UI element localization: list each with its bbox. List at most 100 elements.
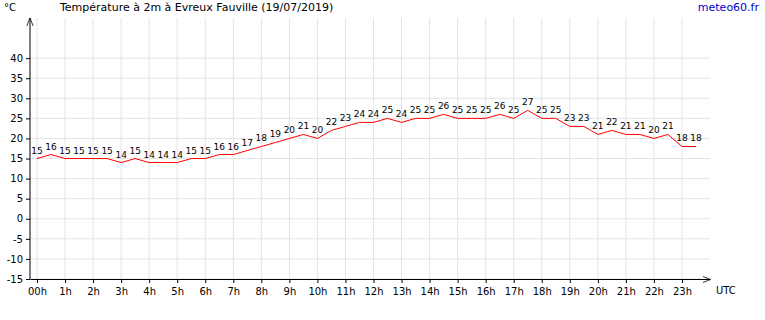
y-tick: -15 — [7, 274, 30, 285]
grid-line — [653, 18, 654, 279]
x-tick-mark — [682, 279, 683, 283]
y-tick-mark — [26, 239, 30, 240]
data-label: 25 — [536, 105, 547, 115]
y-axis-title: °C — [4, 2, 16, 13]
y-tick-mark — [26, 279, 30, 280]
x-tick: 13h — [393, 279, 412, 297]
grid-line — [30, 258, 710, 259]
series-group — [37, 110, 696, 162]
x-tick-mark — [458, 279, 459, 283]
x-tick: 4h — [143, 279, 156, 297]
x-tick: 10h — [308, 279, 327, 297]
title: Température à 2m à Evreux Fauville (19/0… — [59, 1, 333, 14]
x-tick-label: 18h — [533, 286, 552, 297]
x-tick-mark — [233, 279, 234, 283]
x-tick: 5h — [171, 279, 184, 297]
data-label: 14 — [171, 150, 183, 160]
grid-line — [30, 58, 710, 59]
data-label: 25 — [410, 105, 421, 115]
y-tick-mark — [26, 179, 30, 180]
data-label: 23 — [564, 113, 575, 123]
x-tick: 18h — [533, 279, 552, 297]
y-tick-label: -5 — [13, 234, 23, 245]
x-tick: 3h — [115, 279, 128, 297]
data-label: 16 — [45, 142, 57, 152]
grid-line — [261, 18, 262, 279]
grid-line — [373, 18, 374, 279]
data-label: 22 — [606, 117, 617, 127]
data-label: 26 — [494, 101, 506, 111]
y-tick: 35 — [10, 73, 30, 84]
y-tick-label: 20 — [10, 133, 23, 144]
x-tick: 2h — [87, 279, 100, 297]
data-label: 25 — [424, 105, 435, 115]
x-tick-label: 12h — [364, 286, 383, 297]
x-tick-mark — [205, 279, 206, 283]
y-tick-mark — [26, 138, 30, 139]
data-label: 25 — [480, 105, 491, 115]
x-tick: 16h — [477, 279, 496, 297]
grid-line — [177, 18, 178, 279]
x-tick-mark — [37, 279, 38, 283]
grid-line — [625, 18, 626, 279]
y-tick-mark — [26, 98, 30, 99]
x-tick-label: 16h — [477, 286, 496, 297]
data-label: 24 — [396, 109, 408, 119]
x-axis: 00h1h2h3h4h5h6h7h8h9h10h11h12h13h14h15h1… — [28, 279, 711, 297]
grid-line — [541, 18, 542, 279]
grid-line — [149, 18, 150, 279]
x-tick-label: 00h — [28, 286, 47, 297]
source: meteo60.fr — [698, 1, 760, 14]
data-label: 20 — [648, 125, 660, 135]
x-tick-label: 7h — [227, 286, 240, 297]
x-tick-label: 21h — [617, 286, 636, 297]
x-tick-mark — [177, 279, 178, 283]
data-label: 14 — [115, 150, 127, 160]
x-tick-mark — [570, 279, 571, 283]
grid-line — [485, 18, 486, 279]
data-label: 15 — [73, 146, 84, 156]
x-tick: 8h — [255, 279, 268, 297]
y-tick: -5 — [13, 234, 30, 245]
y-tick-label: 25 — [10, 113, 23, 124]
data-label: 21 — [662, 121, 673, 131]
x-tick-mark — [289, 279, 290, 283]
y-tick-label: 35 — [10, 73, 23, 84]
x-tick-label: 9h — [284, 286, 297, 297]
grid-line — [30, 138, 710, 139]
x-tick-label: 17h — [505, 286, 524, 297]
y-tick-label: 10 — [10, 173, 23, 184]
data-label: 27 — [522, 97, 533, 107]
x-tick-mark — [402, 279, 403, 283]
data-label: 24 — [368, 109, 380, 119]
y-tick-mark — [26, 199, 30, 200]
grid-line — [569, 18, 570, 279]
grid-line — [401, 18, 402, 279]
y-tick-mark — [26, 159, 30, 160]
y-tick: 0 — [17, 213, 30, 224]
x-tick: 20h — [589, 279, 608, 297]
y-tick: 5 — [17, 193, 30, 204]
data-label: 24 — [354, 109, 366, 119]
x-tick-label: 8h — [255, 286, 268, 297]
x-tick: 14h — [421, 279, 440, 297]
data-label: 23 — [340, 113, 351, 123]
data-label: 16 — [228, 142, 240, 152]
x-tick-label: 5h — [171, 286, 184, 297]
x-axis-title: UTC — [716, 285, 736, 296]
data-label: 15 — [31, 146, 42, 156]
y-tick-label: 30 — [10, 93, 23, 104]
x-axis-line — [31, 279, 711, 280]
y-tick-mark — [26, 118, 30, 119]
x-tick-label: 11h — [336, 286, 355, 297]
data-label: 15 — [59, 146, 70, 156]
x-tick-mark — [345, 279, 346, 283]
grid-line — [681, 18, 682, 279]
x-tick-label: 22h — [645, 286, 664, 297]
data-label: 25 — [452, 105, 463, 115]
x-tick: 7h — [227, 279, 240, 297]
y-tick-label: 5 — [17, 193, 23, 204]
x-tick-mark — [121, 279, 122, 283]
data-label: 26 — [438, 101, 450, 111]
x-tick-mark — [626, 279, 627, 283]
